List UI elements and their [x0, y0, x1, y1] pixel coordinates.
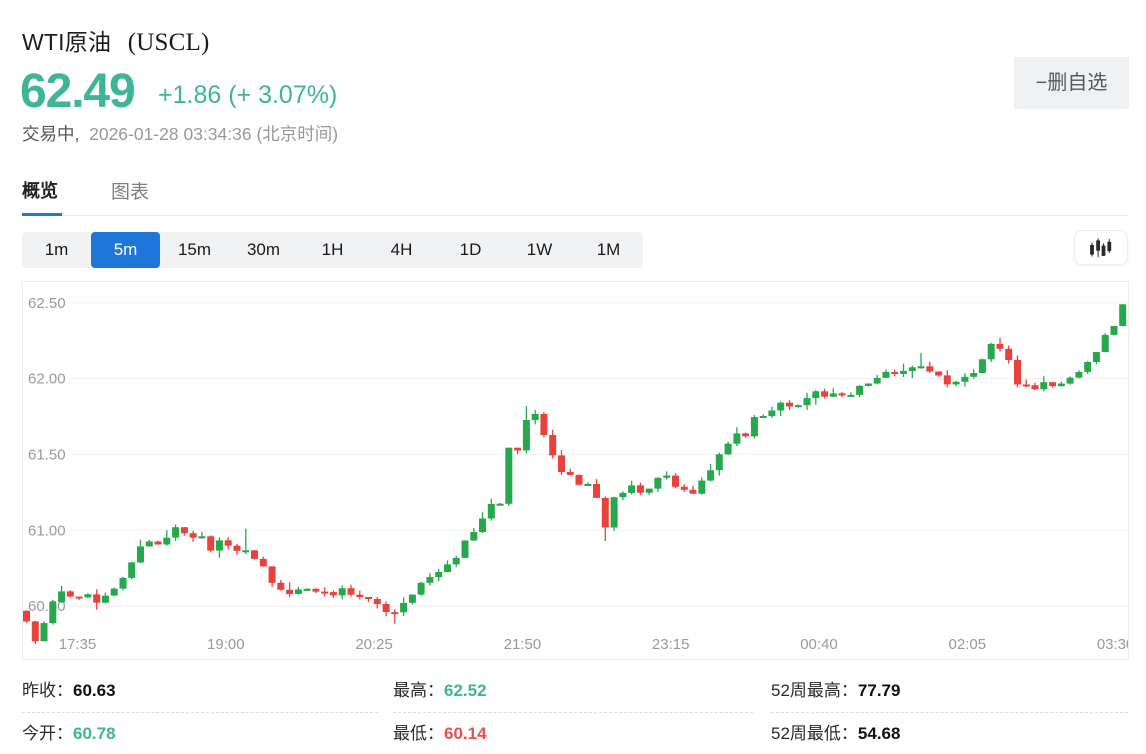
svg-text:20:25: 20:25: [355, 636, 393, 653]
svg-text:62.50: 62.50: [28, 295, 66, 312]
svg-text:03:30: 03:30: [1097, 636, 1128, 653]
svg-text:19:00: 19:00: [207, 636, 245, 653]
svg-text:61.50: 61.50: [28, 447, 66, 464]
svg-text:62.00: 62.00: [28, 371, 66, 388]
svg-text:02:05: 02:05: [949, 636, 987, 653]
svg-text:17:35: 17:35: [59, 636, 97, 653]
svg-text:23:15: 23:15: [652, 636, 690, 653]
svg-text:00:40: 00:40: [800, 636, 838, 653]
svg-text:61.00: 61.00: [28, 522, 66, 539]
svg-text:21:50: 21:50: [504, 636, 542, 653]
